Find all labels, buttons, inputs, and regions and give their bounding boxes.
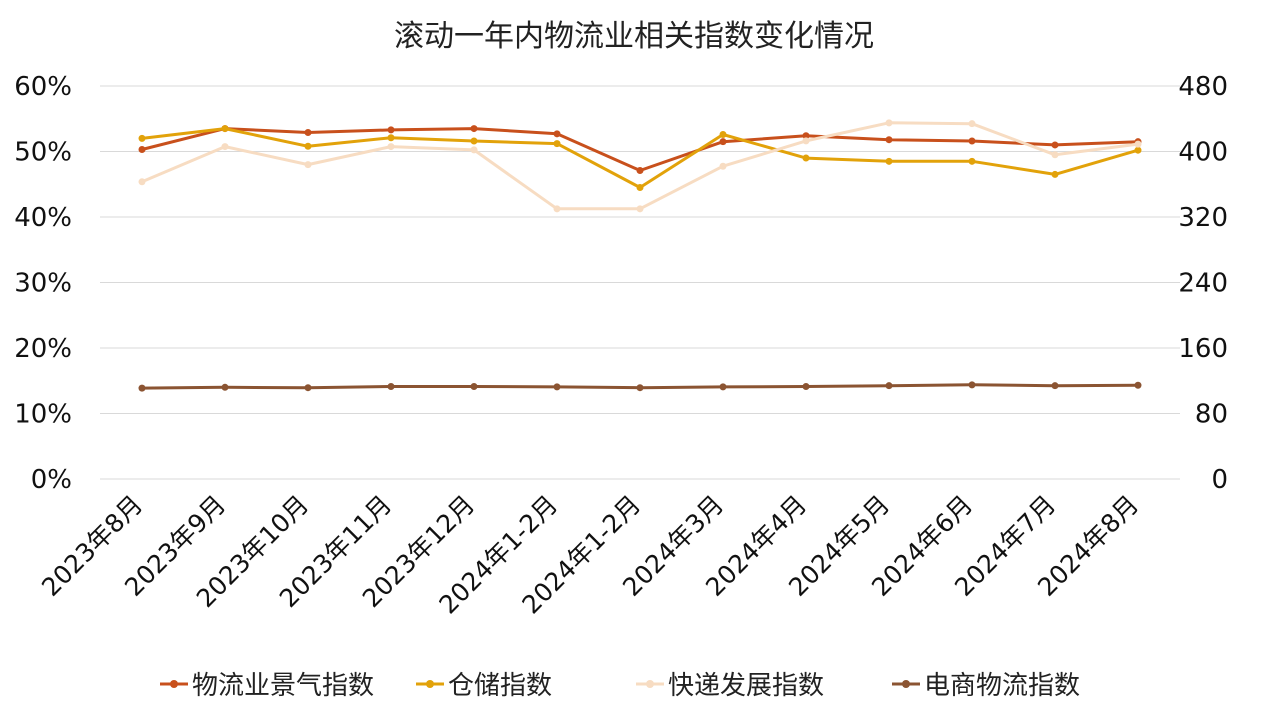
- right-axis-tick-label: 400: [1178, 138, 1228, 168]
- data-point: [553, 130, 561, 138]
- chart-title: 滚动一年内物流业相关指数变化情况: [394, 19, 874, 54]
- data-point: [470, 137, 478, 145]
- data-point: [470, 382, 478, 390]
- series-group: [138, 125, 1142, 192]
- data-point: [1051, 382, 1059, 390]
- data-point: [304, 161, 312, 169]
- data-point: [802, 132, 810, 140]
- data-point: [802, 154, 810, 162]
- legend-item: 快递发展指数: [636, 671, 824, 701]
- series-layer: [138, 119, 1142, 392]
- data-point: [387, 126, 395, 134]
- data-point: [470, 125, 478, 133]
- left-axis-tick-label: 50%: [14, 138, 72, 168]
- series-group: [138, 119, 1142, 213]
- legend-label: 仓储指数: [448, 671, 552, 701]
- legend: 物流业景气指数 仓储指数 快递发展指数 电商物流指数: [160, 671, 1080, 701]
- data-point: [553, 205, 561, 213]
- legend-label: 物流业景气指数: [192, 671, 374, 701]
- right-axis-tick-label: 320: [1178, 203, 1228, 233]
- data-point: [553, 383, 561, 391]
- data-point: [719, 162, 727, 170]
- data-point: [470, 146, 478, 154]
- data-point: [885, 157, 893, 165]
- right-axis-tick-label: 0: [1211, 465, 1228, 495]
- series-line: [140, 121, 1140, 211]
- data-point: [387, 143, 395, 151]
- legend-swatch-marker: [902, 680, 910, 688]
- legend-item: 物流业景气指数: [160, 671, 374, 701]
- data-point: [802, 382, 810, 390]
- data-point: [1051, 170, 1059, 178]
- data-point: [968, 137, 976, 145]
- data-point: [1051, 151, 1059, 159]
- data-point: [885, 119, 893, 127]
- right-axis-tick-label: 240: [1178, 269, 1228, 299]
- right-axis-tick-label: 160: [1178, 334, 1228, 364]
- data-point: [719, 138, 727, 146]
- right-axis-tick-label: 480: [1178, 72, 1228, 102]
- series-group: [138, 381, 1142, 392]
- legend-label: 快递发展指数: [668, 671, 824, 701]
- data-point: [138, 134, 146, 142]
- legend-swatch-marker: [646, 680, 654, 688]
- right-axis-tick-label: 80: [1195, 400, 1228, 430]
- left-axis-ticks: 0% 10% 20% 30% 40% 50% 60%: [14, 72, 72, 495]
- data-point: [221, 125, 229, 133]
- data-point: [138, 384, 146, 392]
- data-point: [304, 384, 312, 392]
- left-axis-tick-label: 0%: [31, 465, 72, 495]
- data-point: [138, 146, 146, 154]
- data-point: [1134, 146, 1142, 154]
- left-axis-tick-label: 10%: [14, 400, 72, 430]
- data-point: [553, 140, 561, 148]
- data-point: [885, 382, 893, 390]
- data-point: [387, 382, 395, 390]
- legend-item: 仓储指数: [416, 671, 552, 701]
- legend-swatch-marker: [426, 680, 434, 688]
- left-axis-tick-label: 40%: [14, 203, 72, 233]
- series-line: [140, 127, 1140, 189]
- data-point: [968, 157, 976, 165]
- data-point: [636, 166, 644, 174]
- data-point: [221, 383, 229, 391]
- data-point: [1134, 140, 1142, 148]
- legend-swatch-marker: [170, 680, 178, 688]
- data-point: [968, 120, 976, 128]
- data-point: [1134, 381, 1142, 389]
- data-point: [968, 381, 976, 389]
- data-point: [719, 130, 727, 138]
- data-point: [1051, 141, 1059, 149]
- legend-label: 电商物流指数: [924, 671, 1080, 701]
- data-point: [387, 134, 395, 142]
- right-axis-ticks: 0 80 160 240 320 400 480: [1178, 72, 1228, 495]
- data-point: [221, 143, 229, 151]
- data-point: [636, 384, 644, 392]
- data-point: [885, 136, 893, 144]
- data-point: [719, 383, 727, 391]
- x-axis-ticks: 2023年8月2023年9月2023年10月2023年11月2023年12月20…: [36, 490, 1144, 620]
- left-axis-tick-label: 60%: [14, 72, 72, 102]
- data-point: [636, 184, 644, 192]
- data-point: [636, 205, 644, 213]
- data-point: [802, 137, 810, 145]
- data-point: [138, 178, 146, 186]
- data-point: [304, 129, 312, 137]
- grid-layer: [100, 85, 1180, 480]
- left-axis-tick-label: 30%: [14, 269, 72, 299]
- legend-item: 电商物流指数: [892, 671, 1080, 701]
- data-point: [304, 142, 312, 150]
- left-axis-tick-label: 20%: [14, 334, 72, 364]
